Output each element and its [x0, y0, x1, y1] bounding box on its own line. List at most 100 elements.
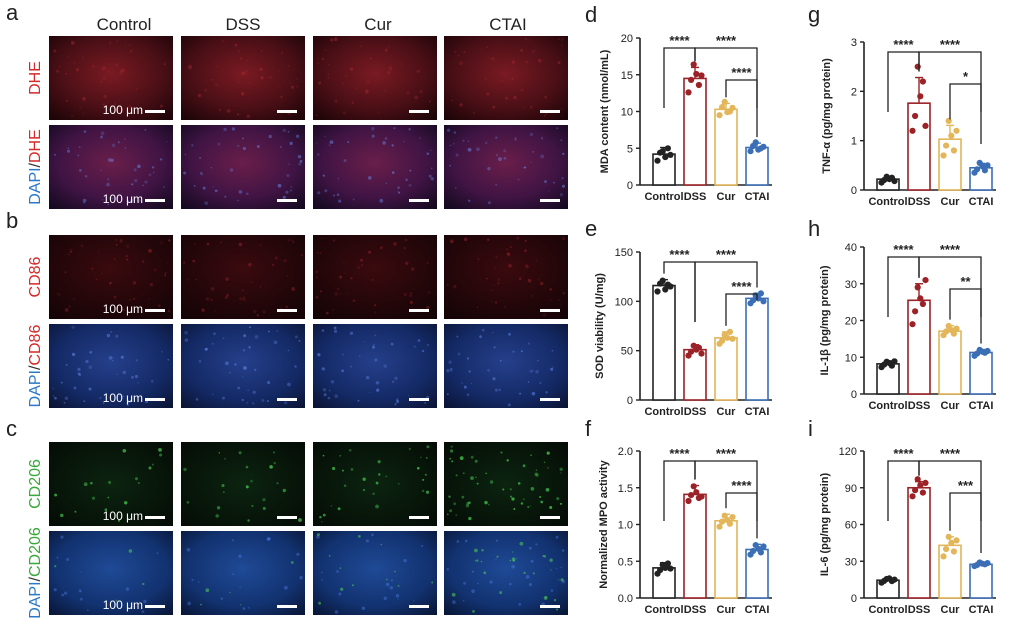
micrograph-speckle: [453, 502, 457, 506]
micrograph-speckle: [262, 498, 266, 502]
micrograph-speckle: [447, 513, 449, 515]
micrograph-speckle: [511, 78, 514, 81]
micrograph-speckle: [66, 149, 71, 153]
data-point: [984, 162, 991, 169]
micrograph-speckle: [530, 161, 532, 163]
data-point: [667, 283, 674, 290]
micrograph-cd86-dapi-dss: [181, 324, 305, 408]
micrograph-speckle: [186, 547, 191, 552]
micrograph-speckle: [322, 387, 327, 392]
micrograph-speckle: [553, 598, 557, 602]
y-axis-label: IL-6 (pg/mg protein): [819, 473, 831, 577]
micrograph-speckle: [539, 495, 542, 499]
micrograph-speckle: [206, 242, 210, 246]
micrograph-speckle: [223, 491, 225, 493]
micrograph-speckle: [485, 472, 487, 475]
micrograph-speckle: [238, 451, 242, 455]
micrograph-speckle: [557, 61, 561, 65]
micrograph-speckle: [129, 299, 131, 301]
micrograph-speckle: [426, 445, 430, 449]
y-tick-label: 0.0: [618, 593, 633, 605]
x-tick-label-control: Control: [644, 406, 683, 418]
micrograph-speckle: [276, 482, 279, 485]
micrograph-speckle: [324, 49, 327, 52]
bar-ctai: [969, 563, 993, 599]
micrograph-speckle: [122, 395, 125, 398]
micrograph-speckle: [64, 591, 68, 595]
micrograph-speckle: [71, 115, 73, 117]
micrograph-speckle: [487, 503, 490, 506]
micrograph-speckle: [199, 171, 203, 175]
micrograph-speckle: [529, 105, 533, 109]
micrograph-speckle: [113, 257, 116, 260]
data-point: [891, 178, 898, 185]
micrograph-speckle: [403, 140, 405, 143]
micrograph-speckle: [289, 141, 293, 145]
micrograph-speckle: [552, 366, 554, 368]
panel-letter-a: a: [6, 0, 19, 25]
micrograph-speckle: [465, 504, 470, 508]
micrograph-speckle: [213, 332, 216, 336]
micrograph-speckle: [77, 367, 81, 372]
micrograph-speckle: [248, 82, 251, 85]
micrograph-speckle: [158, 304, 161, 308]
micrograph-speckle: [540, 281, 544, 286]
micrograph-speckle: [350, 365, 353, 368]
micrograph-speckle: [126, 244, 130, 248]
micrograph-speckle: [546, 467, 549, 469]
y-tick-label: 90: [845, 483, 857, 495]
micrograph-speckle: [276, 330, 279, 332]
micrograph-speckle: [60, 381, 63, 384]
micrograph-speckle: [535, 369, 539, 374]
micrograph-speckle: [214, 310, 216, 313]
micrograph-speckle: [529, 369, 533, 373]
significance-label: *: [963, 69, 969, 84]
chart-panel-e: e SOD viability (U/mg) 0 50 100 150 Control DSS…: [585, 216, 772, 418]
micrograph-speckle: [145, 400, 148, 404]
micrograph-speckle: [87, 609, 89, 612]
micrograph-speckle: [167, 309, 171, 313]
micrograph-speckle: [100, 135, 103, 139]
micrograph-speckle: [471, 589, 475, 594]
micrograph-speckle: [484, 141, 488, 145]
micrograph-speckle: [513, 96, 517, 100]
micrograph-speckle: [321, 571, 323, 574]
micrograph-speckle: [520, 502, 524, 505]
micrograph-speckle: [91, 496, 96, 500]
micrograph-speckle: [462, 139, 465, 142]
micrograph-speckle: [513, 508, 516, 510]
micrograph-speckle: [240, 92, 245, 96]
micrograph-speckle: [377, 111, 380, 114]
micrograph-speckle: [487, 201, 491, 205]
micrograph-speckle: [463, 385, 467, 389]
micrograph-speckle: [492, 377, 496, 381]
micrograph-speckle: [524, 239, 527, 243]
micrograph-speckle: [136, 199, 141, 203]
micrograph-speckle: [116, 39, 119, 42]
micrograph-speckle: [148, 466, 152, 470]
micrograph-speckle: [215, 514, 219, 518]
micrograph-speckle: [397, 598, 399, 600]
micrograph-speckle: [391, 144, 394, 147]
micrograph-speckle: [280, 146, 282, 148]
micrograph-speckle: [379, 198, 384, 203]
micrograph-speckle: [198, 359, 202, 363]
micrograph-speckle: [183, 261, 186, 264]
micrograph-speckle: [455, 187, 457, 189]
data-point: [654, 288, 661, 295]
data-point: [688, 76, 695, 83]
micrograph-speckle: [321, 237, 323, 239]
micrograph-speckle: [159, 241, 163, 245]
micrograph-speckle: [229, 591, 231, 594]
micrograph-speckle: [530, 295, 533, 297]
micrograph-speckle: [474, 459, 478, 463]
significance-bracket: [949, 83, 982, 144]
scale-bar-label: 100 μm: [103, 103, 143, 117]
micrograph-speckle: [532, 150, 535, 153]
y-tick-label: 20: [621, 33, 633, 45]
data-point: [760, 143, 767, 150]
micrograph-speckle: [394, 570, 396, 573]
micrograph-speckle: [549, 505, 553, 510]
micrograph-speckle: [388, 45, 391, 48]
